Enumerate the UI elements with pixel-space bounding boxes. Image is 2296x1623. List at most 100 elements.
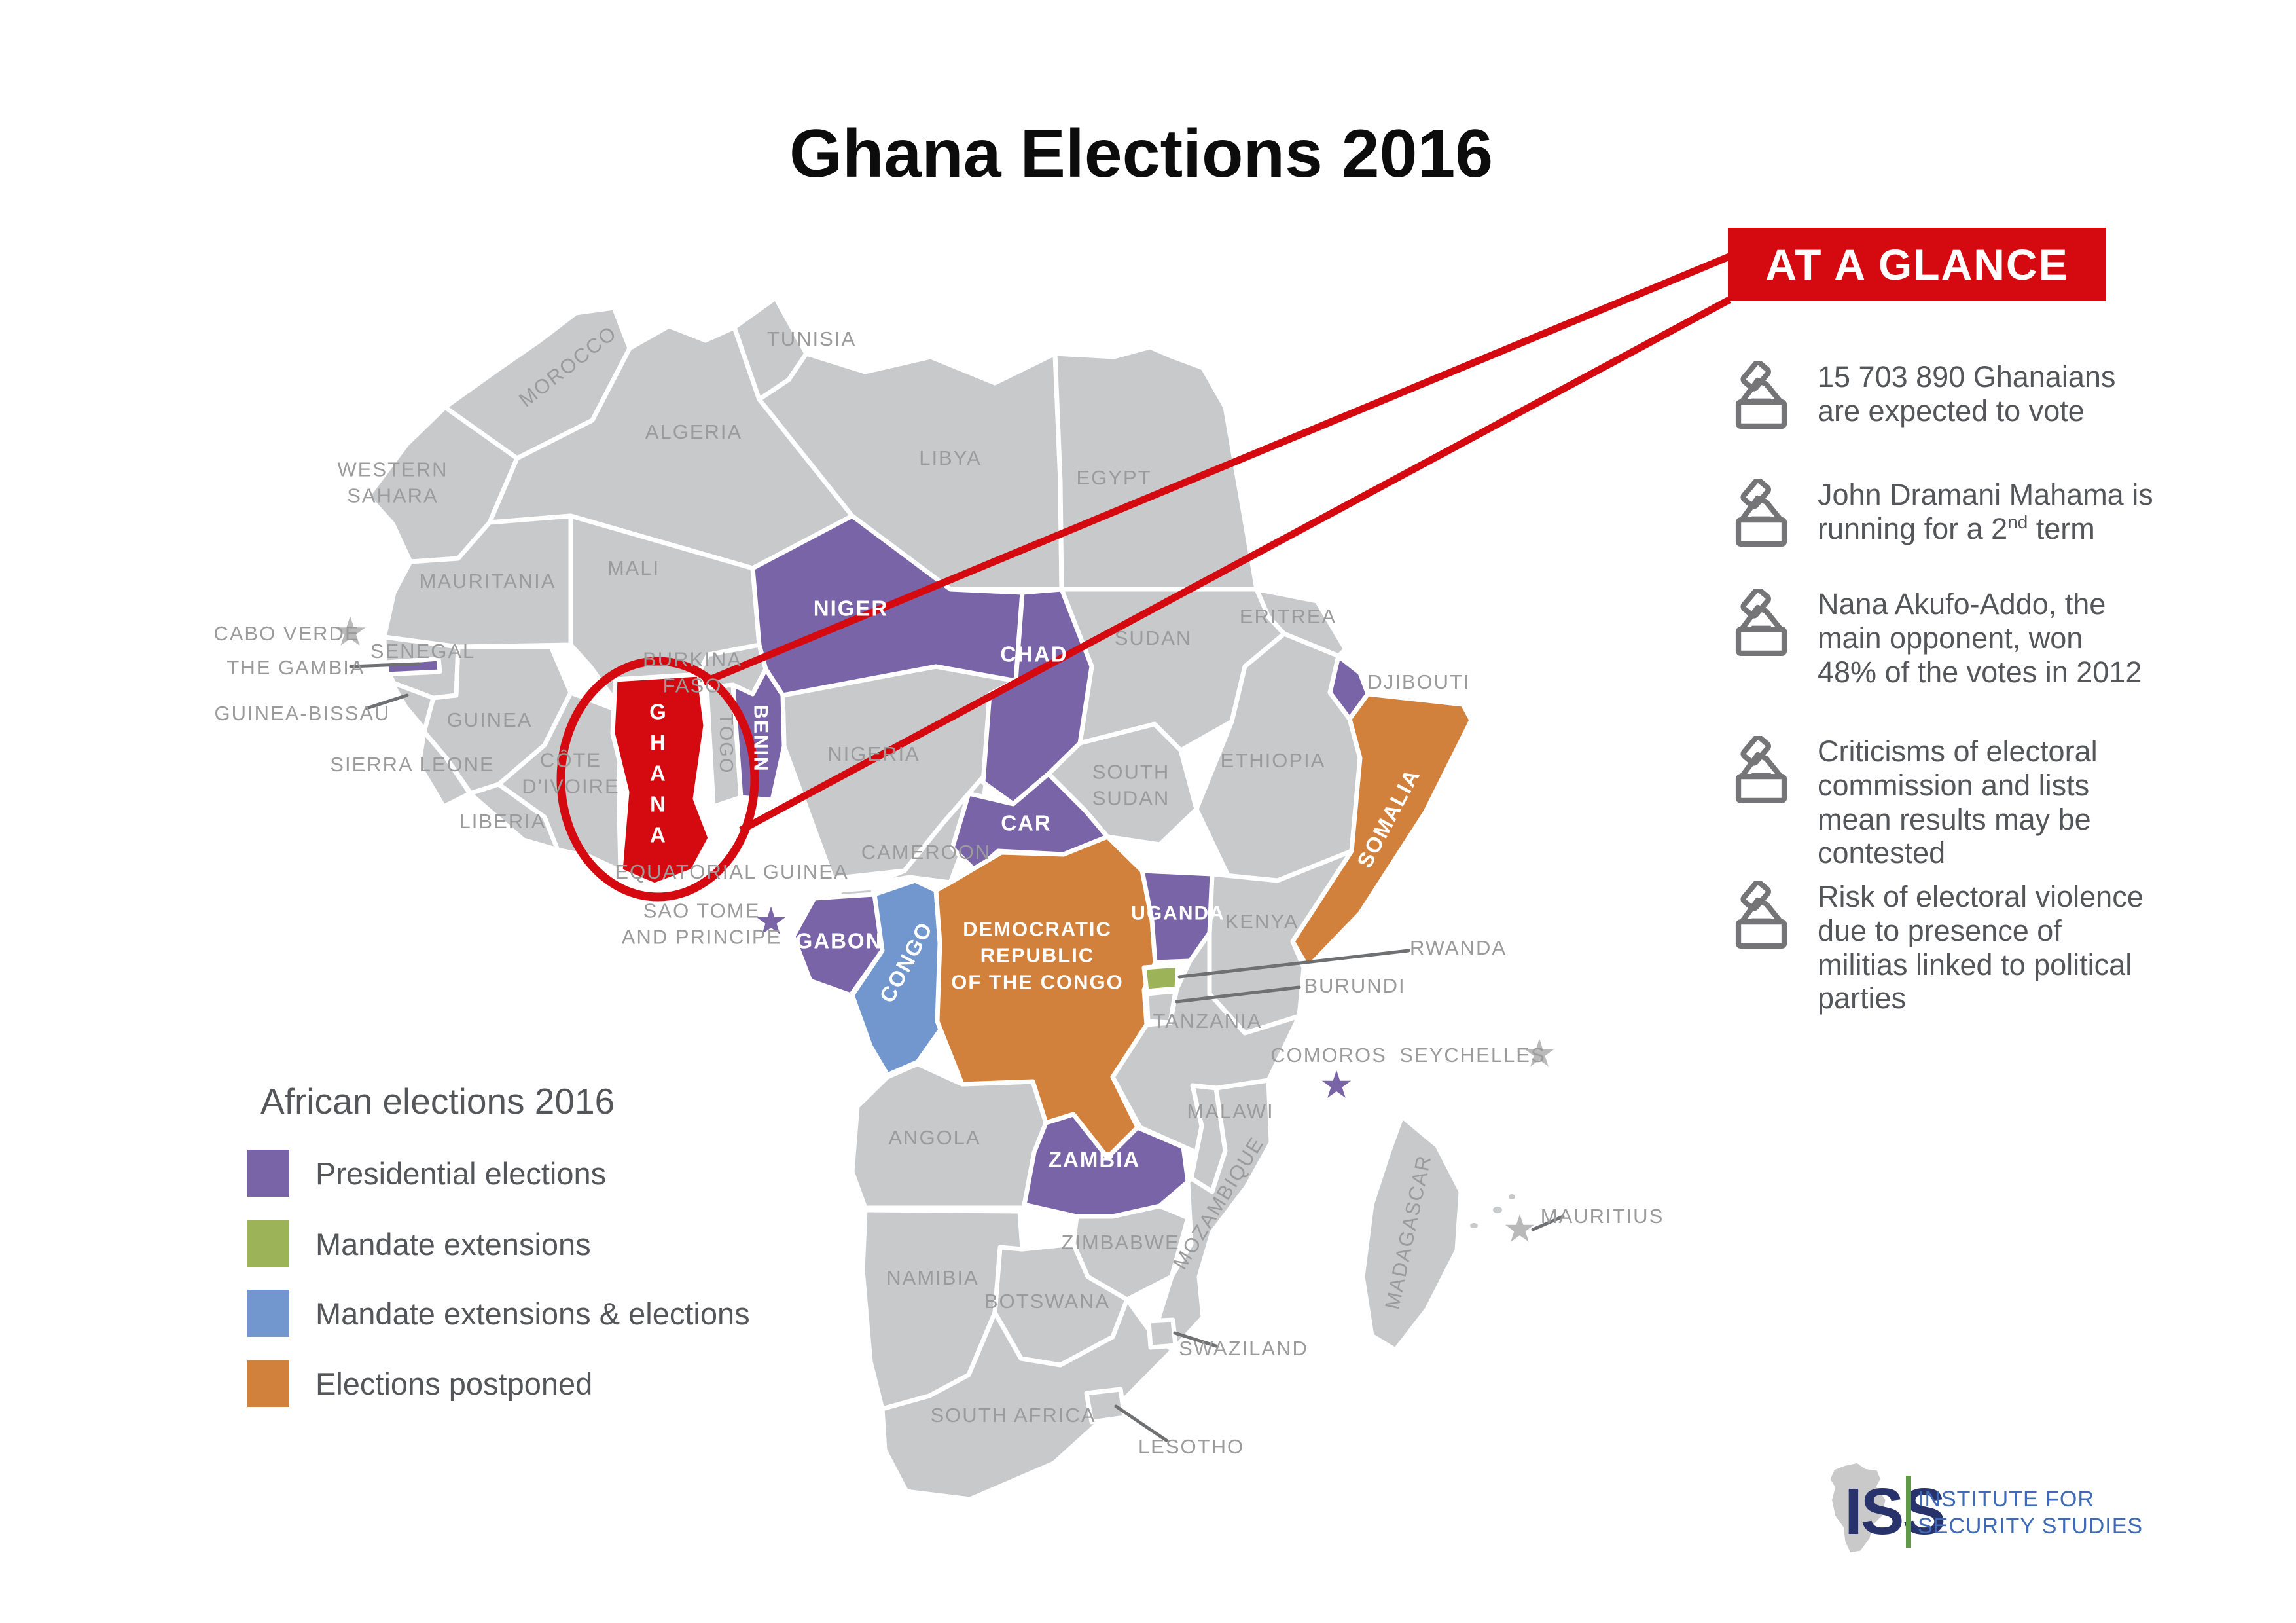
comoros-star-icon	[1321, 1070, 1352, 1098]
map-label-south-sudan: SOUTH SUDAN	[1092, 760, 1170, 810]
map-label-niger: NIGER	[813, 596, 889, 621]
glance-item-text: Criticisms of electoral commission and l…	[1818, 735, 2098, 870]
legend-item-presidential: Presidential elections	[247, 1150, 606, 1197]
map-label-ethiopia: ETHIOPIA	[1220, 748, 1326, 772]
map-label-burkina-faso: BURKINA FASO	[643, 647, 742, 697]
ballot-box-icon	[1735, 736, 1787, 804]
map-label-liberia: LIBERIA	[459, 809, 547, 833]
map-label-libya: LIBYA	[919, 446, 982, 469]
iss-africa-silhouette-icon	[1830, 1463, 1886, 1553]
map-label-tunisia: TUNISIA	[766, 327, 857, 350]
callout-lines	[349, 662, 1565, 1442]
glance-item-text: John Dramani Mahama is running for a 2nd…	[1818, 478, 2153, 545]
map-label-burundi: BURUNDI	[1304, 974, 1406, 997]
ballot-box-icon	[1735, 881, 1787, 949]
map-label-rwanda: RWANDA	[1409, 936, 1507, 959]
country-benin	[730, 666, 787, 803]
lesotho-callout-line	[1114, 1404, 1168, 1442]
map-label-sao-tome: SAO TOME AND PRINCIPE	[621, 899, 782, 949]
country-madagascar	[1360, 1114, 1463, 1353]
ballot-box-icon	[1735, 479, 1787, 547]
country-congo	[850, 878, 949, 1078]
map-label-djibouti: DJIBOUTI	[1367, 670, 1471, 693]
superscript: nd	[2007, 511, 2028, 532]
map-label-zimbabwe: ZIMBABWE	[1061, 1230, 1180, 1254]
legend-label: Mandate extensions	[315, 1226, 591, 1262]
legend-chip-orange	[247, 1360, 289, 1407]
legend-item-mandate-and-elections: Mandate extensions & elections	[247, 1290, 750, 1337]
legend-chip-blue	[247, 1290, 289, 1337]
map-label-guinea-bissau: GUINEA-BISSAU	[214, 701, 391, 725]
glance-item-violence-risk: Risk of electoral violence due to presen…	[1731, 880, 2236, 1015]
map-label-botswana: BOTSWANA	[984, 1289, 1111, 1313]
legend-label: Presidential elections	[315, 1156, 607, 1191]
map-label-egypt: EGYPT	[1076, 465, 1152, 489]
glance-item-mahama: John Dramani Mahama is running for a 2nd…	[1731, 478, 2236, 547]
map-label-namibia: NAMIBIA	[886, 1266, 979, 1289]
map-label-angola: ANGOLA	[888, 1125, 981, 1149]
island-speck	[1493, 1207, 1502, 1213]
country-sierra-leone	[416, 729, 473, 809]
map-label-car: CAR	[1001, 811, 1052, 835]
glance-item-text: Risk of electoral violence due to presen…	[1818, 880, 2144, 1015]
map-label-uganda: UGANDA	[1131, 902, 1225, 924]
map-label-swaziland: SWAZILAND	[1179, 1336, 1308, 1360]
map-label-togo: TOGO	[715, 713, 736, 775]
glance-item-akufo-addo: Nana Akufo-Addo, the main opponent, won …	[1731, 587, 2236, 689]
ghana-highlight	[556, 253, 1731, 902]
rwanda-callout-line	[1177, 949, 1410, 979]
burundi-callout-line	[1175, 985, 1301, 1004]
mauritius-star-icon	[1505, 1214, 1535, 1242]
map-label-kenya: KENYA	[1225, 909, 1299, 933]
glance-leader-line-bottom	[739, 297, 1731, 833]
ghana-circle	[556, 657, 759, 902]
page-title: Ghana Elections 2016	[789, 116, 1494, 192]
country-mozambique	[1151, 1078, 1274, 1353]
legend-label: Elections postponed	[315, 1366, 593, 1401]
map-label-tanzania: TANZANIA	[1153, 1009, 1263, 1032]
map-label-equatorial-guinea: EQUATORIAL GUINEA	[615, 860, 849, 883]
map-label-gabon: GABON	[795, 928, 883, 953]
map-label-cameroon: CAMEROON	[861, 840, 992, 864]
country-uganda	[1139, 868, 1215, 965]
map-label-the-gambia: THE GAMBIA	[226, 655, 365, 679]
legend-chip-green	[247, 1220, 289, 1267]
map-label-guinea: GUINEA	[446, 708, 533, 731]
country-gambia	[384, 656, 442, 677]
glance-item-voters: 15 703 890 Ghanaians are expected to vot…	[1731, 360, 2236, 429]
iss-logo-divider	[1906, 1476, 1911, 1548]
legend-item-postponed: Elections postponed	[247, 1360, 592, 1407]
map-label-sierra-leone: SIERRA LEONE	[330, 752, 495, 776]
ballot-box-icon	[1735, 589, 1787, 657]
ballot-box-icon	[1735, 361, 1787, 429]
country-ghana	[610, 672, 713, 888]
map-label-mauritius: MAURITIUS	[1540, 1204, 1664, 1228]
map-label-cote-divoire: CÔTE D'IVOIRE	[522, 748, 620, 798]
country-rwanda	[1141, 962, 1181, 994]
mauritius-callout-line	[1531, 1214, 1565, 1231]
glance-item-text: 15 703 890 Ghanaians are expected to vot…	[1818, 360, 2116, 428]
legend-chip-purple	[247, 1150, 289, 1197]
map-label-sudan: SUDAN	[1114, 626, 1193, 649]
guinea-bissau-callout-line	[365, 693, 409, 710]
country-swaziland	[1146, 1317, 1178, 1350]
gambia-callout-line	[349, 662, 421, 668]
map-label-malawi: MALAWI	[1187, 1099, 1274, 1123]
map-label-ghana: GHANA	[645, 699, 670, 854]
swaziland-callout-line	[1173, 1331, 1218, 1348]
map-label-algeria: ALGERIA	[645, 420, 743, 443]
country-south-africa	[880, 1297, 1175, 1502]
map-label-comoros: COMOROS	[1270, 1043, 1387, 1067]
map-label-drc: DEMOCRATIC REPUBLIC OF THE CONGO	[951, 917, 1124, 994]
map-label-benin: BENIN	[749, 704, 772, 773]
glance-leader-line-top	[702, 253, 1731, 686]
map-label-mali: MALI	[607, 556, 660, 579]
map-label-zambia: ZAMBIA	[1048, 1147, 1141, 1172]
country-lesotho	[1084, 1387, 1127, 1425]
legend-label: Mandate extensions & elections	[315, 1296, 750, 1331]
map-countries	[365, 295, 1474, 1502]
legend-title: African elections 2016	[260, 1081, 615, 1122]
map-label-lesotho: LESOTHO	[1138, 1434, 1245, 1458]
